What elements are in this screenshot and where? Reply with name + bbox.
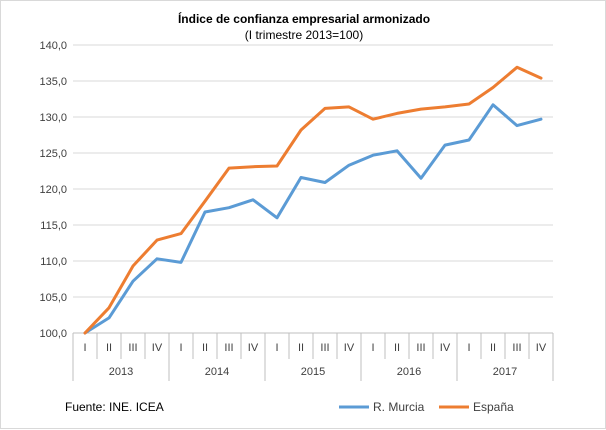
- x-tick-label-quarter: IV: [344, 342, 355, 354]
- x-tick-label-year: 2015: [301, 366, 325, 378]
- x-tick-label-year: 2014: [205, 366, 229, 378]
- y-tick-label: 125,0: [39, 148, 67, 160]
- y-axis-ticks: 100,0 105,0 110,0 115,0 120,0 125,0 130,0 135,0…: [39, 40, 67, 340]
- y-tick-label: 135,0: [39, 76, 67, 88]
- x-tick-label-quarter: II: [202, 342, 208, 354]
- x-tick-label-quarter: II: [490, 342, 496, 354]
- y-tick-label: 110,0: [40, 256, 67, 268]
- x-tick-label-year: 2017: [493, 366, 517, 378]
- legend: R. Murcia España: [339, 400, 514, 414]
- x-tick-label-year: 2013: [109, 366, 133, 378]
- y-tick-label: 140,0: [39, 40, 67, 52]
- chart-title: Índice de confianza empresarial armoniza…: [178, 11, 430, 26]
- y-tick-label: 120,0: [39, 184, 67, 196]
- y-tick-label: 115,0: [40, 220, 67, 232]
- x-tick-label-quarter: IV: [152, 342, 163, 354]
- gridlines: [73, 44, 553, 298]
- x-tick-label-quarter: I: [275, 342, 278, 354]
- x-tick-label-quarter: IV: [440, 342, 451, 354]
- y-tick-label: 130,0: [39, 112, 67, 124]
- x-tick-label-quarter: III: [320, 342, 329, 354]
- x-tick-label-year: 2016: [397, 366, 421, 378]
- chart-subtitle: (I trimestre 2013=100): [245, 28, 363, 42]
- x-tick-label-quarter: III: [512, 342, 521, 354]
- y-tick-label: 105,0: [39, 292, 67, 304]
- x-tick-label-quarter: II: [298, 342, 304, 354]
- y-tick-label: 100,0: [39, 328, 67, 340]
- series-line-r-murcia: [83, 103, 543, 335]
- series-line-espana: [83, 65, 543, 335]
- x-tick-label-quarter: III: [128, 342, 137, 354]
- series-lines: [83, 65, 543, 335]
- x-tick-label-quarter: IV: [536, 342, 547, 354]
- source-note: Fuente: INE. ICEA: [65, 400, 164, 414]
- x-tick-label-quarter: I: [467, 342, 470, 354]
- x-tick-label-quarter: II: [106, 342, 112, 354]
- x-tick-label-quarter: I: [371, 342, 374, 354]
- x-tick-label-quarter: III: [416, 342, 425, 354]
- x-tick-label-quarter: II: [394, 342, 400, 354]
- x-tick-label-quarter: III: [224, 342, 233, 354]
- x-axis: I II III IV I II III IV I II III IV I II III IV I II III IV…: [72, 332, 554, 381]
- x-tick-label-quarter: IV: [248, 342, 259, 354]
- legend-label-espana: España: [473, 400, 514, 414]
- x-tick-label-quarter: I: [179, 342, 182, 354]
- legend-label-r-murcia: R. Murcia: [373, 400, 425, 414]
- x-tick-label-quarter: I: [83, 342, 86, 354]
